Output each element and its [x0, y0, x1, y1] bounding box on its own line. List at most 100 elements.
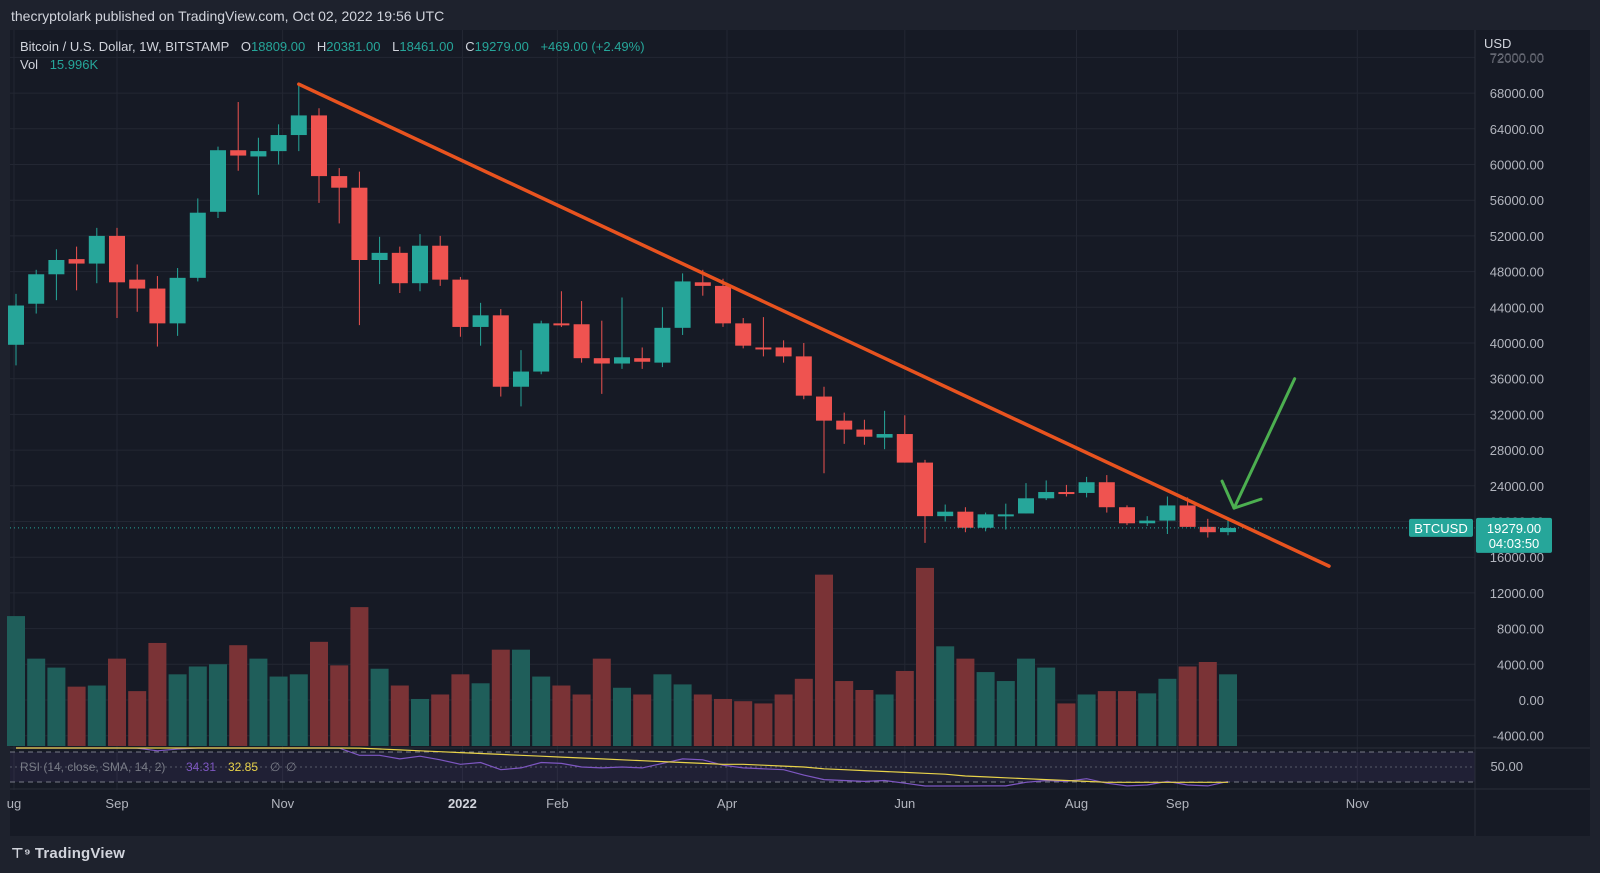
footer: ⊤⁹ TradingView	[0, 836, 1600, 873]
volume-bar	[67, 686, 86, 746]
rsi-value-2: 32.85	[228, 760, 258, 774]
candle-body	[573, 324, 590, 359]
candle-body	[513, 371, 529, 387]
volume-bar	[1037, 667, 1056, 746]
rsi-legend-label: RSI (14, close, SMA, 14, 2)	[20, 760, 165, 774]
candle-body	[836, 420, 853, 430]
symbol-badge	[1409, 518, 1473, 537]
price-tick-label: 52000.00	[1490, 229, 1544, 244]
candle-body	[715, 285, 731, 324]
low-value: 18461.00	[399, 39, 454, 54]
candle-body	[391, 252, 408, 284]
volume-bar	[370, 668, 389, 746]
candle-body	[634, 358, 651, 362]
candle-body	[674, 281, 691, 328]
volume-bar	[1077, 694, 1096, 746]
time-tick-label: ug	[7, 796, 21, 811]
candle-body	[755, 347, 772, 350]
candle-body	[452, 279, 469, 327]
symbol-title[interactable]: Bitcoin / U.S. Dollar, 1W, BITSTAMP	[20, 39, 230, 54]
volume-bar	[249, 658, 268, 746]
price-tick-label: 72000.00	[1490, 50, 1544, 65]
time-tick-label: 2022	[448, 796, 477, 811]
volume-bar	[815, 574, 833, 746]
rsi-na-2: ∅	[286, 760, 296, 774]
volume-bar	[289, 674, 308, 746]
volume-bar	[552, 685, 571, 746]
attribution-header: thecryptolark published on TradingView.c…	[0, 0, 1600, 30]
volume-bar	[390, 685, 409, 746]
candle-body	[432, 245, 449, 280]
time-tick-label: Feb	[546, 796, 568, 811]
volume-label[interactable]: Vol	[20, 57, 39, 72]
candle-body	[189, 212, 206, 278]
symbol-badge-text: BTCUSD	[1414, 521, 1467, 536]
price-tick-label: 36000.00	[1490, 372, 1544, 387]
candle-body	[1159, 505, 1176, 521]
candle-body	[8, 305, 24, 345]
volume-bar	[572, 694, 591, 746]
time-tick-label: Jun	[894, 796, 915, 811]
volume-bar	[229, 645, 248, 746]
time-tick-label: Apr	[717, 796, 738, 811]
volume-bar	[794, 678, 813, 746]
candle-body	[856, 429, 873, 437]
candle-body	[896, 434, 913, 463]
candle-body	[412, 245, 428, 284]
price-tick-label: 48000.00	[1490, 265, 1544, 280]
attribution-text: thecryptolark published on TradingView.c…	[11, 8, 445, 24]
candle-body	[169, 277, 186, 324]
candle-series	[8, 84, 1236, 543]
volume-bar	[451, 674, 470, 746]
volume-bar	[592, 658, 611, 746]
volume-bar	[148, 642, 167, 746]
candle-body	[250, 151, 267, 157]
candle-body	[88, 235, 105, 264]
candle-body	[210, 150, 226, 212]
volume-bar	[996, 681, 1015, 746]
candle-body	[1199, 526, 1216, 533]
candle-body	[311, 115, 327, 177]
candle-body	[957, 511, 974, 528]
volume-bar	[956, 658, 975, 746]
candle-body	[937, 511, 954, 517]
price-tick-label: 24000.00	[1490, 479, 1544, 494]
open-value: 18809.00	[251, 39, 306, 54]
volume-bar	[471, 683, 490, 746]
candle-body	[149, 288, 166, 324]
volume-series	[7, 567, 1237, 746]
time-tick-label: Nov	[1346, 796, 1370, 811]
low-label: L	[392, 39, 400, 54]
candle-body	[1220, 527, 1236, 533]
volume-bar	[1178, 666, 1197, 746]
candle-body	[270, 135, 287, 152]
volume-bar	[855, 690, 874, 746]
volume-bar	[936, 646, 955, 746]
annotation-arrowhead	[1220, 479, 1263, 510]
rsi-sma-line	[16, 747, 1228, 783]
price-tick-label: 8000.00	[1497, 622, 1544, 637]
candle-body	[28, 274, 45, 304]
candle-body	[492, 315, 509, 387]
rsi-level-label: 50.00	[1490, 759, 1523, 774]
candlestick-chart[interactable]: RSI (14, close, SMA, 14, 2) 34.31 32.85 ∅ ∅ …	[0, 0, 1600, 836]
candle-body	[290, 115, 307, 136]
volume-bar	[411, 698, 429, 746]
last-price-badge	[1476, 517, 1552, 553]
price-tick-label: 68000.00	[1490, 86, 1544, 101]
volume-bar	[350, 607, 369, 746]
price-tick-label: 44000.00	[1490, 300, 1544, 315]
price-tick-label: 64000.00	[1490, 122, 1544, 137]
volume-bar	[1219, 674, 1237, 746]
volume-bar	[633, 694, 652, 746]
change-value: +469.00 (+2.49%)	[540, 39, 645, 54]
volume-bar	[269, 676, 288, 746]
price-tick-label: 12000.00	[1490, 586, 1544, 601]
brand-name: TradingView	[34, 845, 126, 862]
volume-bar	[512, 649, 530, 746]
volume-bar	[653, 674, 672, 746]
candle-body	[795, 356, 812, 396]
tradingview-logo[interactable]: ⊤⁹ TradingView	[11, 845, 125, 862]
candle-body	[614, 357, 630, 364]
rsi-na-1: ∅	[270, 760, 280, 774]
